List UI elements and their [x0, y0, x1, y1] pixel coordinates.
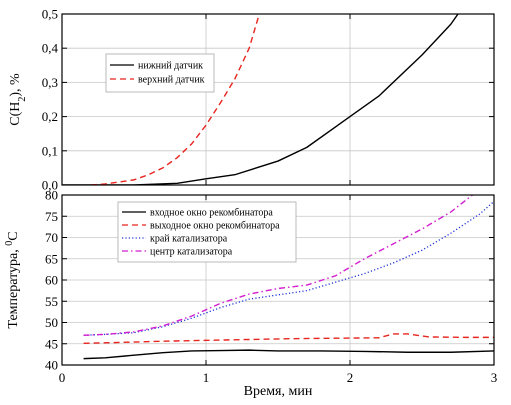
x-tick-label: 2 [347, 370, 354, 385]
panel-1: 0,0 0,1 0,2 0,3 0,4 0,5 C(H2), % нижний датчик в… [8, 7, 495, 193]
series-line-2 [90, 14, 260, 185]
legend-label: центр катализатора [150, 247, 233, 258]
y-tick-label: 0,2 [42, 109, 58, 124]
y-tick-label: 80 [45, 188, 58, 203]
y-tick-label: 0,1 [42, 143, 58, 158]
legend-label: нижний датчик [138, 61, 203, 72]
series-line-3 [83, 200, 494, 336]
y-axis-title-sub: 2 [17, 97, 28, 102]
y-axis-title-part: Температура, [6, 246, 21, 329]
y-axis-title: C(H2), % [8, 73, 28, 126]
x-tick-label: 3 [491, 370, 498, 385]
legend-label: край катализатора [150, 234, 228, 245]
legend-label: входное окно рекомбинатора [150, 208, 273, 219]
legend-box [117, 201, 297, 263]
y-axis-title-part: С [6, 231, 21, 240]
y-tick-label: 0,0 [42, 178, 58, 193]
y-tick-label: 0,5 [42, 7, 58, 22]
x-axis-title: Время, мин [244, 384, 313, 399]
y-tick-label: 60 [45, 273, 58, 288]
series-line-1 [62, 14, 459, 185]
y-tick-label: 0,3 [42, 75, 58, 90]
legend-box [105, 53, 215, 93]
legend: входное окно рекомбинатора выходное окно … [117, 201, 297, 263]
legend: нижний датчик верхний датчик [105, 53, 215, 93]
series-line-1 [83, 349, 494, 360]
y-axis-title-sup: 0 [4, 241, 15, 246]
y-axis-title-part: ), % [8, 73, 23, 97]
legend-label: выходное окно рекомбинатора [150, 221, 280, 232]
x-tick-label: 1 [203, 370, 210, 385]
y-tick-label: 0,4 [42, 41, 59, 56]
plot-frame [61, 13, 495, 186]
x-tick-label: 0 [59, 370, 66, 385]
y-tick-label: 70 [45, 230, 58, 245]
y-tick-label: 40 [45, 358, 58, 373]
y-tick-label: 50 [45, 315, 58, 330]
y-axis-title-part: C(H [8, 102, 23, 126]
y-tick-label: 45 [45, 336, 58, 351]
series-line-2 [83, 333, 494, 345]
y-tick-label: 75 [45, 209, 58, 224]
y-tick-label: 55 [45, 294, 58, 309]
y-tick-label: 65 [45, 251, 58, 266]
panel-2: 40 45 50 55 60 65 70 75 80 0 1 2 3 Время, мин Температ… [4, 188, 498, 400]
y-axis-title: Температура, 0С [4, 231, 22, 328]
legend-label: верхний датчик [138, 75, 205, 86]
